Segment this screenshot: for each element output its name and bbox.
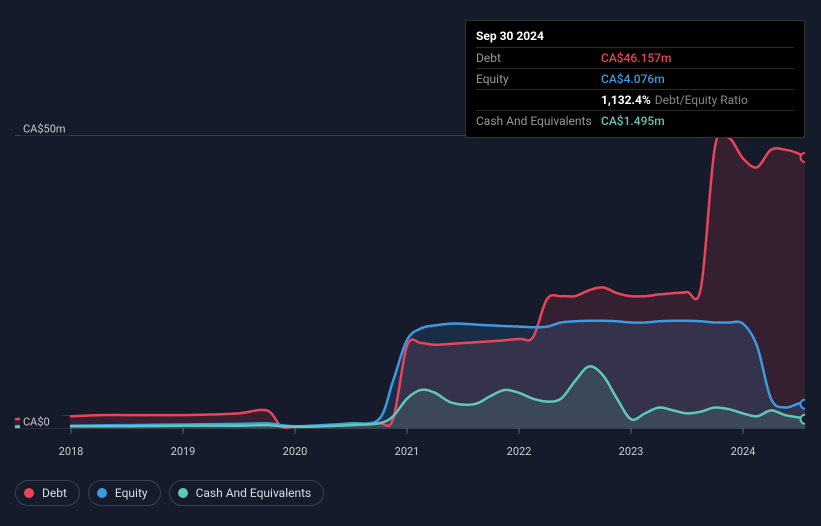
x-axis-label: 2018 — [59, 445, 84, 458]
series-fills — [15, 135, 805, 428]
y-axis-label-max: CA$50m — [20, 123, 70, 136]
legend-dot-icon — [178, 488, 188, 498]
end-marker-cash — [801, 415, 806, 424]
legend-label: Cash And Equivalents — [196, 486, 312, 500]
y-axis-label-zero: CA$0 — [20, 416, 70, 429]
tooltip-value: CA$4.076m — [601, 72, 665, 86]
x-axis: 2018 2019 2020 2021 2022 2023 2024 — [15, 445, 805, 465]
tooltip-value: CA$1.495m — [601, 114, 665, 128]
x-axis-label: 2020 — [283, 445, 308, 458]
tooltip-row-cash: Cash And Equivalents CA$1.495m — [476, 110, 794, 131]
end-marker-debt — [801, 153, 806, 162]
x-axis-label: 2023 — [619, 445, 644, 458]
tooltip-label: Debt — [476, 51, 601, 65]
tooltip-row-ratio: 1,132.4%Debt/Equity Ratio — [476, 89, 794, 110]
legend-label: Debt — [42, 486, 67, 500]
tooltip-row-equity: Equity CA$4.076m — [476, 68, 794, 89]
chart-svg — [15, 135, 805, 440]
chart-plot-area: CA$50m CA$0 — [15, 135, 805, 440]
x-axis-label: 2022 — [507, 445, 532, 458]
tooltip-value: CA$46.157m — [601, 51, 672, 65]
tooltip-label: Equity — [476, 72, 601, 86]
tooltip-label: Cash And Equivalents — [476, 114, 601, 128]
tooltip-label — [476, 93, 601, 107]
x-axis-label: 2024 — [731, 445, 756, 458]
x-axis-label: 2019 — [171, 445, 196, 458]
chart-legend: Debt Equity Cash And Equivalents — [15, 480, 324, 506]
x-axis-label: 2021 — [395, 445, 420, 458]
legend-dot-icon — [97, 488, 107, 498]
legend-item-equity[interactable]: Equity — [88, 480, 161, 506]
legend-label: Equity — [115, 486, 148, 500]
tooltip-ratio: 1,132.4%Debt/Equity Ratio — [601, 93, 748, 107]
legend-item-cash[interactable]: Cash And Equivalents — [169, 480, 325, 506]
tooltip-row-debt: Debt CA$46.157m — [476, 47, 794, 68]
legend-item-debt[interactable]: Debt — [15, 480, 80, 506]
tooltip-date: Sep 30 2024 — [476, 27, 794, 47]
legend-dot-icon — [24, 488, 34, 498]
end-marker-equity — [801, 400, 806, 409]
chart-tooltip: Sep 30 2024 Debt CA$46.157m Equity CA$4.… — [465, 20, 805, 138]
